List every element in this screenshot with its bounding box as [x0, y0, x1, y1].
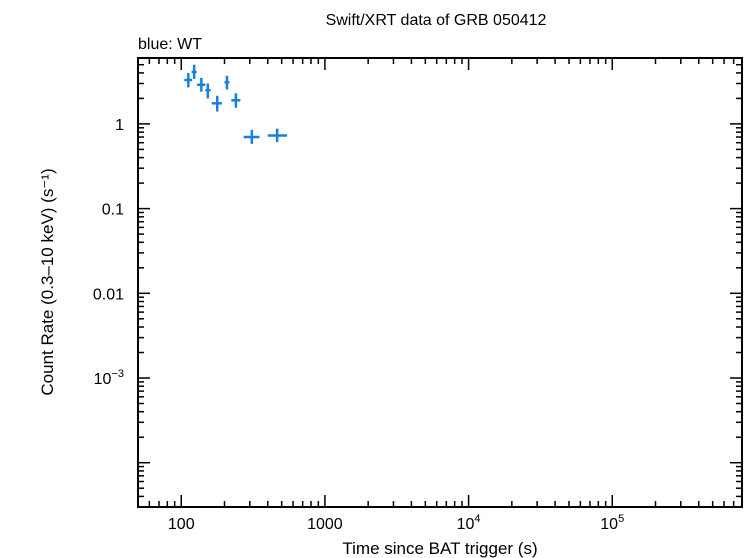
data-point [211, 95, 222, 112]
data-point [197, 77, 206, 92]
data-point [205, 83, 211, 99]
x-axis-label: Time since BAT trigger (s) [342, 539, 537, 558]
data-points [184, 64, 288, 144]
x-tick-label: 1000 [307, 516, 343, 533]
axis-tick-labels: 100 1000 104 105 1 0.1 0.01 10−3 [93, 117, 624, 533]
y-axis-label: Count Rate (0.3–10 keV) (s⁻¹) [38, 168, 57, 395]
x-tick-label: 105 [600, 513, 624, 533]
y-tick-label: 0.1 [102, 202, 124, 219]
y-tick-label: 10−3 [94, 368, 124, 388]
data-point [267, 128, 288, 143]
y-tick-label: 1 [115, 117, 124, 134]
chart-title: Swift/XRT data of GRB 050412 [326, 12, 547, 29]
data-point [231, 93, 241, 108]
x-tick-label: 104 [457, 513, 481, 533]
plot-frame [137, 57, 743, 508]
data-point [243, 129, 260, 144]
axis-ticks [137, 57, 743, 508]
y-tick-label: 0.01 [93, 286, 124, 303]
chart-subtitle: blue: WT [138, 36, 202, 53]
data-point [184, 72, 193, 88]
data-point [191, 64, 197, 79]
x-tick-label: 100 [168, 516, 195, 533]
data-point [224, 75, 230, 90]
